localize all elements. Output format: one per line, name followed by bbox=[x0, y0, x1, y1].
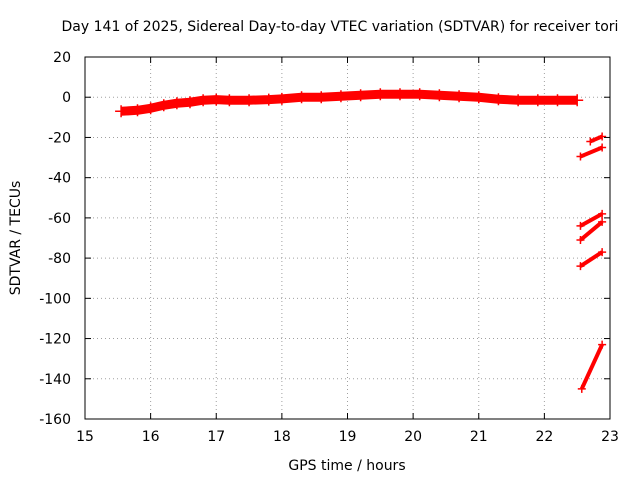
series-line bbox=[579, 212, 604, 228]
series-seg-a bbox=[586, 132, 607, 146]
y-tick-label: -160 bbox=[39, 412, 71, 428]
x-tick-label: 23 bbox=[601, 429, 619, 445]
data-point bbox=[598, 132, 607, 141]
y-tick-label: 0 bbox=[62, 90, 71, 106]
data-point bbox=[223, 94, 236, 107]
y-tick-label: -80 bbox=[48, 251, 71, 267]
data-point bbox=[551, 94, 564, 107]
data-point bbox=[453, 90, 466, 103]
series-seg-e bbox=[576, 248, 607, 271]
chart-title: Day 141 of 2025, Sidereal Day-to-day VTE… bbox=[62, 19, 619, 35]
series-line bbox=[579, 250, 604, 268]
x-tick-label: 20 bbox=[404, 429, 422, 445]
series-line bbox=[579, 145, 603, 159]
grid bbox=[85, 57, 610, 419]
data-point bbox=[157, 99, 170, 112]
data-point bbox=[374, 88, 387, 101]
x-tick-label: 21 bbox=[470, 429, 488, 445]
data-point bbox=[576, 262, 585, 271]
series-seg-c bbox=[576, 209, 607, 230]
data-point bbox=[144, 102, 157, 115]
data-point bbox=[433, 89, 446, 102]
y-tick-label: -100 bbox=[39, 291, 71, 307]
series-line bbox=[579, 343, 604, 390]
data-point bbox=[184, 96, 196, 109]
data-point bbox=[492, 93, 505, 106]
data-point bbox=[197, 94, 210, 107]
data-point bbox=[577, 384, 586, 393]
data-point bbox=[598, 217, 607, 226]
data-point bbox=[586, 137, 595, 146]
data-point bbox=[115, 105, 128, 118]
data-point bbox=[394, 88, 406, 101]
data-point bbox=[275, 92, 288, 105]
data-point bbox=[413, 88, 426, 101]
data-point bbox=[598, 209, 607, 218]
data-point bbox=[576, 152, 585, 161]
data-point bbox=[334, 90, 347, 103]
data-point bbox=[315, 91, 328, 104]
data-point bbox=[598, 340, 607, 349]
y-tick-label: -40 bbox=[48, 171, 71, 187]
data-point bbox=[531, 94, 544, 107]
x-tick-label: 22 bbox=[535, 429, 553, 445]
x-tick-label: 19 bbox=[339, 429, 357, 445]
data-point bbox=[170, 97, 183, 110]
data-point bbox=[243, 94, 256, 107]
data-point bbox=[472, 91, 485, 104]
data-point bbox=[598, 143, 607, 152]
series-line bbox=[579, 220, 604, 242]
x-tick-label: 16 bbox=[142, 429, 160, 445]
y-axis-label: SDTVAR / TECUs bbox=[8, 181, 24, 296]
x-tick-label: 18 bbox=[273, 429, 291, 445]
ticks: 15 16 17 18 19 20 21 22 23 20 0 -20 -40 -60 -80 -100 -12… bbox=[39, 50, 619, 445]
data-point bbox=[571, 94, 584, 107]
y-tick-label: 20 bbox=[53, 50, 71, 66]
y-tick-label: -60 bbox=[48, 211, 71, 227]
x-axis-label: GPS time / hours bbox=[288, 458, 405, 474]
y-tick-label: -140 bbox=[39, 372, 71, 388]
data-point bbox=[295, 91, 308, 104]
series-seg-b bbox=[576, 143, 607, 161]
data-point bbox=[354, 89, 367, 102]
x-tick-label: 17 bbox=[207, 429, 225, 445]
data-point bbox=[576, 221, 585, 230]
data-point bbox=[131, 104, 144, 117]
data-point bbox=[576, 236, 585, 245]
data-point bbox=[210, 93, 223, 106]
y-tick-label: -120 bbox=[39, 332, 71, 348]
x-tick-label: 15 bbox=[76, 429, 94, 445]
series-main bbox=[115, 88, 584, 118]
series-seg-d bbox=[576, 217, 607, 245]
data-point bbox=[512, 94, 525, 107]
data-layer bbox=[115, 88, 607, 393]
data-point bbox=[262, 93, 275, 106]
series-seg-f bbox=[577, 340, 607, 393]
series-line bbox=[589, 134, 603, 144]
y-tick-label: -20 bbox=[48, 130, 71, 146]
data-point bbox=[598, 248, 607, 257]
